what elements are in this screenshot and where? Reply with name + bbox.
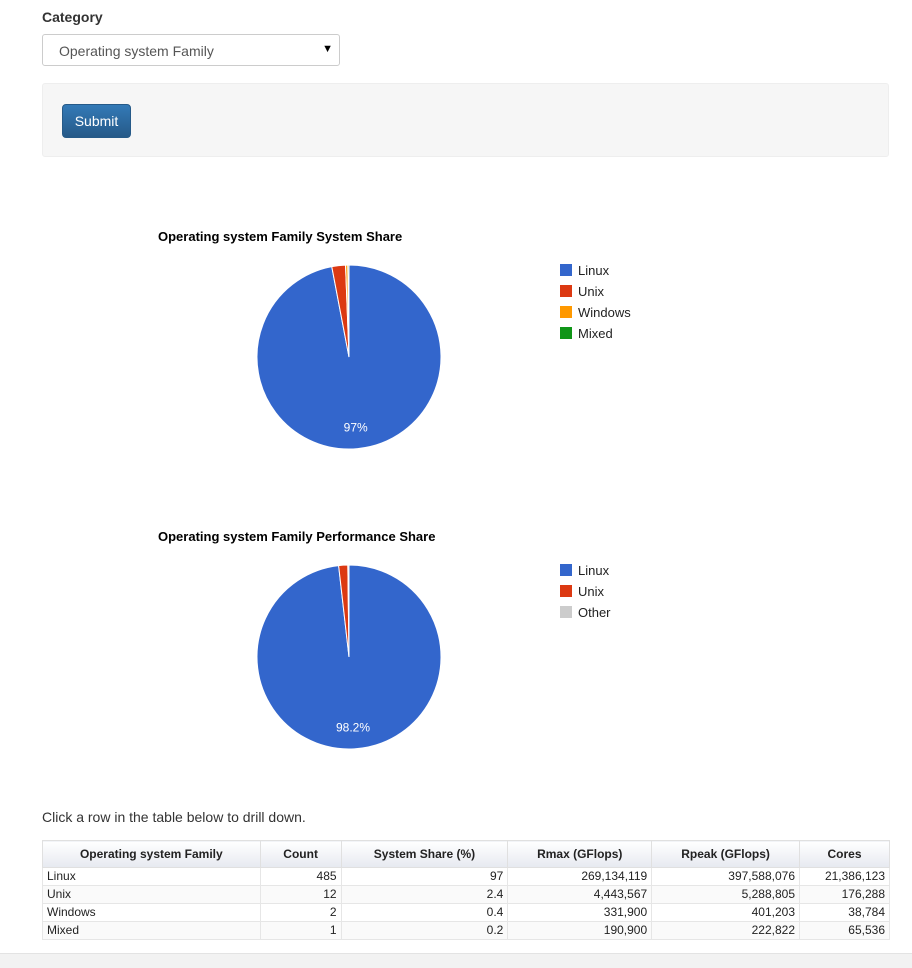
table-header-row: Operating system Family Count System Sha… <box>42 840 890 868</box>
legend-label-linux: Linux <box>578 563 610 578</box>
legend-label-mixed: Mixed <box>578 326 613 341</box>
table-cell: 5,288,805 <box>651 885 801 904</box>
table-cell: 2.4 <box>340 885 509 904</box>
drill-down-hint: Click a row in the table below to drill … <box>42 809 306 825</box>
table-row[interactable]: Unix 12 2.4 4,443,567 5,288,805 176,288 <box>42 885 890 904</box>
table-cell: Linux <box>42 867 261 886</box>
column-header[interactable]: Count <box>259 840 342 868</box>
table-cell: 401,203 <box>651 903 801 922</box>
performance-share-pie-chart: Operating system Family Performance Shar… <box>158 529 611 750</box>
table-cell: Mixed <box>42 921 261 940</box>
legend-swatch-linux <box>560 564 572 576</box>
os-family-table: Operating system Family Count System Sha… <box>42 840 890 940</box>
table-cell: 4,443,567 <box>507 885 653 904</box>
table-cell: 65,536 <box>799 921 890 940</box>
slice-label: 98.2% <box>336 721 370 735</box>
legend-label-linux: Linux <box>578 263 610 278</box>
legend-label-other: Other <box>578 605 611 620</box>
pie-slice-mixed[interactable] <box>347 264 350 358</box>
category-select[interactable]: Operating system Family ▼ <box>42 34 340 66</box>
legend-swatch-unix <box>560 285 572 297</box>
table-cell: Unix <box>42 885 261 904</box>
table-cell: 97 <box>340 867 509 886</box>
table-cell: 1 <box>259 921 342 940</box>
table-cell: 485 <box>259 867 342 886</box>
table-cell: 190,900 <box>507 921 653 940</box>
column-header[interactable]: Rmax (GFlops) <box>507 840 653 868</box>
form-actions-panel: Submit <box>42 83 889 157</box>
legend-label-unix: Unix <box>578 284 605 299</box>
table-cell: 222,822 <box>651 921 801 940</box>
page-footer-bar <box>0 953 912 968</box>
table-row[interactable]: Linux 485 97 269,134,119 397,588,076 21,… <box>42 867 890 886</box>
column-header[interactable]: Cores <box>799 840 890 868</box>
table-cell: 12 <box>259 885 342 904</box>
table-cell: 176,288 <box>799 885 890 904</box>
category-label: Category <box>42 9 103 25</box>
legend-swatch-mixed <box>560 327 572 339</box>
legend-label-unix: Unix <box>578 584 605 599</box>
column-header[interactable]: System Share (%) <box>340 840 509 868</box>
table-cell: Windows <box>42 903 261 922</box>
table-row[interactable]: Windows 2 0.4 331,900 401,203 38,784 <box>42 903 890 922</box>
chevron-down-icon: ▼ <box>322 43 333 55</box>
table-cell: 0.4 <box>340 903 509 922</box>
chart-title: Operating system Family Performance Shar… <box>158 529 435 544</box>
table-cell: 269,134,119 <box>507 867 653 886</box>
legend-swatch-other <box>560 606 572 618</box>
table-cell: 397,588,076 <box>651 867 801 886</box>
table-row[interactable]: Mixed 1 0.2 190,900 222,822 65,536 <box>42 921 890 940</box>
legend-swatch-linux <box>560 264 572 276</box>
table-cell: 331,900 <box>507 903 653 922</box>
chart-title: Operating system Family System Share <box>158 229 402 244</box>
column-header[interactable]: Operating system Family <box>42 840 261 868</box>
table-cell: 0.2 <box>340 921 509 940</box>
column-header[interactable]: Rpeak (GFlops) <box>651 840 801 868</box>
slice-label: 97% <box>344 421 368 435</box>
legend-swatch-windows <box>560 306 572 318</box>
table-cell: 38,784 <box>799 903 890 922</box>
legend-label-windows: Windows <box>578 305 631 320</box>
legend-swatch-unix <box>560 585 572 597</box>
table-cell: 2 <box>259 903 342 922</box>
system-share-pie-chart: Operating system Family System Share 97% L… <box>158 229 631 450</box>
submit-button[interactable]: Submit <box>62 104 131 138</box>
category-select-value: Operating system Family <box>59 43 214 59</box>
pie-slice-other[interactable] <box>347 564 350 658</box>
table-cell: 21,386,123 <box>799 867 890 886</box>
